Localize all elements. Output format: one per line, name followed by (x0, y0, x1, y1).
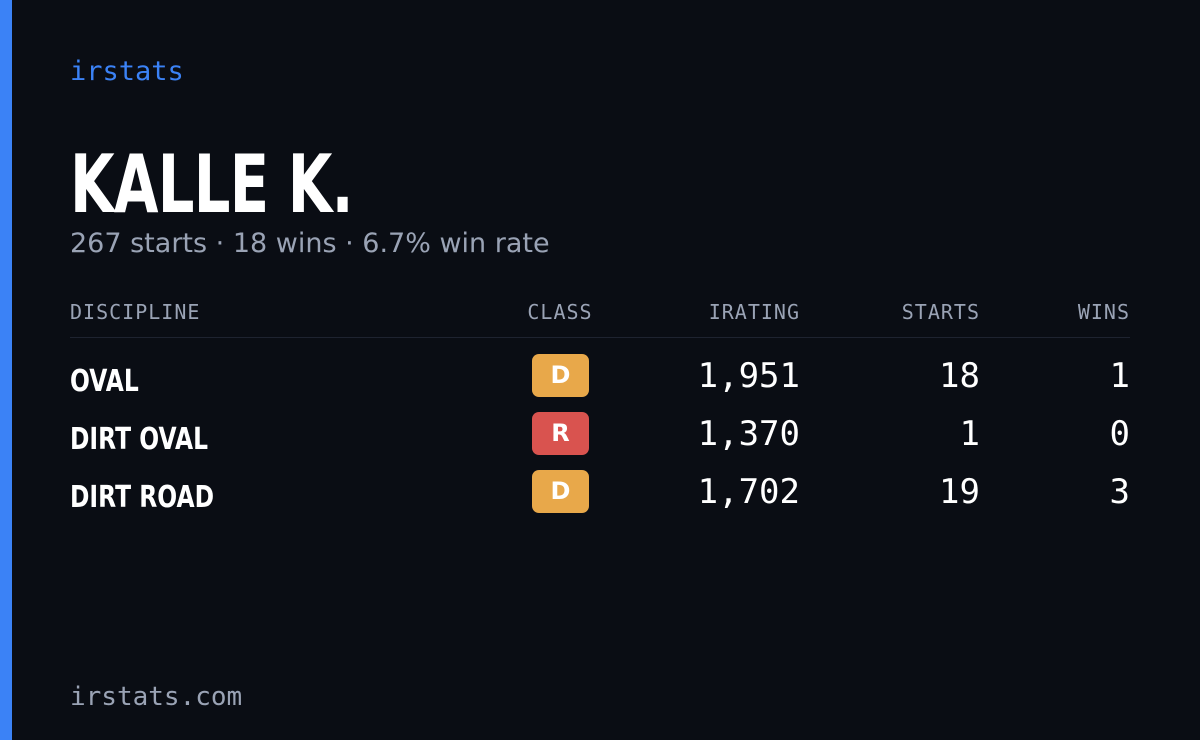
discipline: OVAL (70, 364, 139, 399)
summary: 267 starts · 18 wins · 6.7% win rate (70, 228, 550, 259)
discipline: DIRT OVAL (70, 422, 209, 457)
class-badge: D (532, 354, 589, 397)
starts: 19 (939, 472, 980, 512)
accent-bar (0, 0, 12, 740)
header: WINS (1077, 300, 1130, 324)
irating: 1,702 (697, 472, 800, 512)
wins: 1 (1109, 356, 1130, 396)
discipline: DIRT ROAD (70, 480, 215, 515)
driver-name: KALLE K. (70, 138, 353, 231)
starts: 18 (939, 356, 980, 396)
header: DISCIPLINE (70, 300, 201, 324)
class-badge: D (532, 470, 589, 513)
footer-url: irstats.com (70, 682, 243, 712)
divider (70, 337, 1130, 338)
header: CLASS (527, 300, 593, 324)
header: IRATING (708, 300, 800, 324)
class-badge: R (532, 412, 589, 455)
irating: 1,370 (697, 414, 800, 454)
header: STARTS (901, 300, 980, 324)
wins: 3 (1109, 472, 1130, 512)
starts: 1 (959, 414, 980, 454)
brand: irstats (70, 56, 184, 87)
irating: 1,951 (697, 356, 800, 396)
wins: 0 (1109, 414, 1130, 454)
